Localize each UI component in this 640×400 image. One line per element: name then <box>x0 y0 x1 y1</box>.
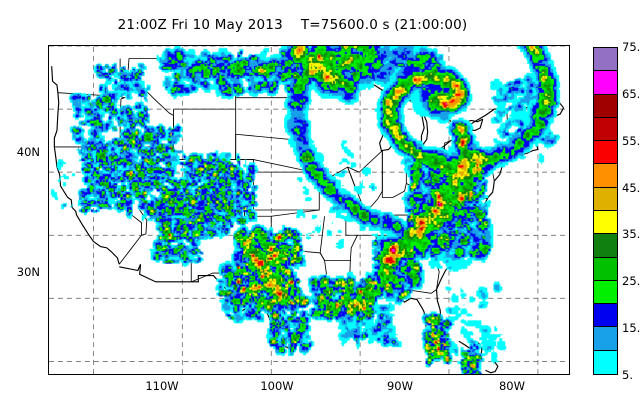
colorbar-swatch-cyan <box>594 350 617 374</box>
colorbar-tick-75: 75. <box>622 40 640 54</box>
colorbar-tick-15: 15. <box>622 321 640 336</box>
colorbar-swatch-blue <box>594 304 617 328</box>
colorbar-swatch-red-dark <box>594 117 617 142</box>
map-plot-area <box>48 45 570 375</box>
figure-title: 21:00Z Fri 10 May 2013 T=75600.0 s (21:0… <box>117 17 468 33</box>
colorbar-tick-25: 25. <box>622 274 640 289</box>
colorbar-swatch-dark-green <box>594 234 617 258</box>
colorbar-tick-65: 65. <box>622 86 640 101</box>
colorbar-tick-5: 5. <box>622 368 633 382</box>
colorbar-tick-55: 55. <box>622 133 640 148</box>
colorbar-swatch-orange <box>594 164 617 188</box>
colorbar-swatch-light-blue <box>594 327 617 351</box>
colorbar-swatch-dark-red <box>594 94 617 118</box>
colorbar-swatch-bright-green <box>594 280 617 305</box>
x-axis-tick-label-80w: 80W <box>498 379 525 393</box>
x-axis-tick-label-100w: 100W <box>260 379 294 393</box>
y-axis-tick-label-30n: 30N <box>16 265 40 279</box>
colorbar-swatch-purple <box>594 48 617 72</box>
x-axis-tick-label-90w: 90W <box>386 379 413 393</box>
colorbar-tick-35: 35. <box>622 227 640 242</box>
colorbar-swatch-green <box>594 257 617 281</box>
colorbar-swatch-red <box>594 141 617 165</box>
reflectivity-colorbar <box>593 47 618 375</box>
y-axis-tick-label-40n: 40N <box>16 145 40 159</box>
radar-reflectivity-layer <box>49 46 569 374</box>
colorbar-swatch-magenta <box>594 71 617 95</box>
x-axis-tick-label-110w: 110W <box>145 379 179 393</box>
colorbar-tick-45: 45. <box>622 180 640 195</box>
colorbar-swatch-yellow <box>594 210 617 235</box>
colorbar-swatch-dark-yellow <box>594 187 617 211</box>
